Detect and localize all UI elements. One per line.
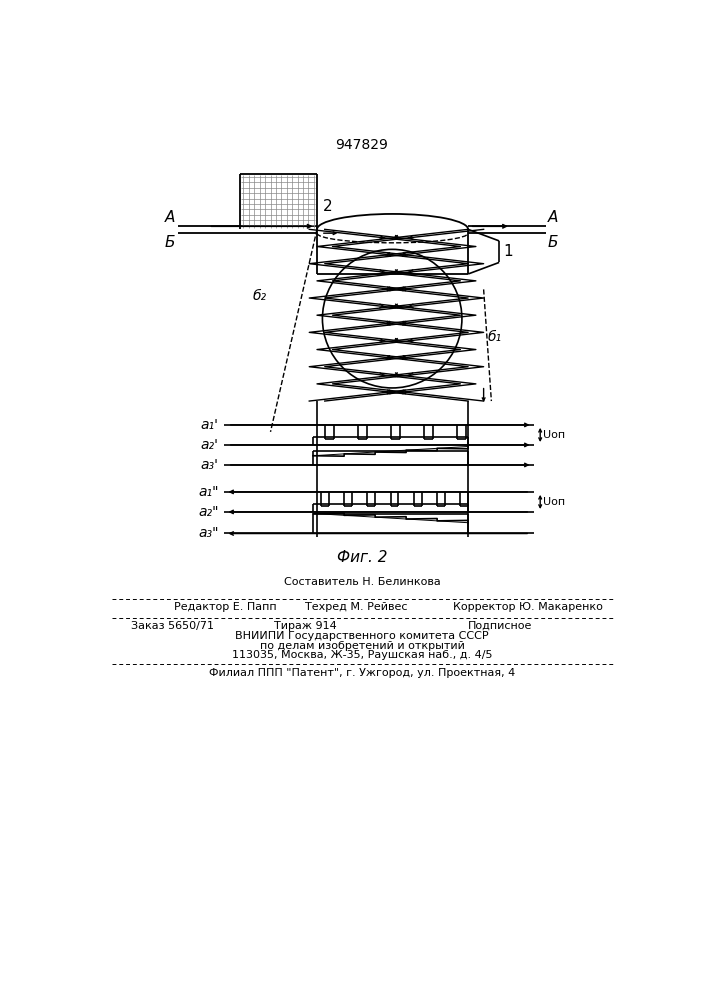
Text: ВНИИПИ Государственного комитета СССР: ВНИИПИ Государственного комитета СССР (235, 631, 489, 641)
Text: Филиал ППП "Патент", г. Ужгород, ул. Проектная, 4: Филиал ППП "Патент", г. Ужгород, ул. Про… (209, 668, 515, 678)
Text: Корректор Ю. Макаренко: Корректор Ю. Макаренко (452, 602, 602, 612)
Text: Б: Б (165, 235, 175, 250)
Text: Б: Б (548, 235, 559, 250)
Text: 1: 1 (503, 244, 513, 259)
Text: 113035, Москва, Ж-35, Раушская наб., д. 4/5: 113035, Москва, Ж-35, Раушская наб., д. … (232, 650, 492, 660)
Text: А: А (165, 210, 175, 225)
Text: а₂': а₂' (201, 438, 218, 452)
Text: 2: 2 (323, 199, 333, 214)
Text: Подписное: Подписное (468, 621, 532, 631)
Text: 947829: 947829 (336, 138, 388, 152)
Text: Составитель Н. Белинкова: Составитель Н. Белинкова (284, 577, 440, 587)
Text: Uоп: Uоп (543, 497, 566, 507)
Text: А: А (548, 210, 559, 225)
Text: по делам изобретений и открытий: по делам изобретений и открытий (259, 641, 464, 651)
Text: Заказ 5650/71: Заказ 5650/71 (131, 621, 214, 631)
Text: а₂": а₂" (198, 505, 218, 519)
Text: Фиг. 2: Фиг. 2 (337, 550, 387, 565)
Text: б₁: б₁ (488, 330, 502, 344)
Text: а₃': а₃' (201, 458, 218, 472)
Text: Uоп: Uоп (543, 430, 566, 440)
Text: Редактор Е. Папп: Редактор Е. Папп (174, 602, 276, 612)
Text: а₁': а₁' (201, 418, 218, 432)
Text: б₂: б₂ (252, 289, 267, 303)
Text: Тираж 914: Тираж 914 (274, 621, 337, 631)
Text: а₃": а₃" (198, 526, 218, 540)
Text: Техред М. Рейвес: Техред М. Рейвес (305, 602, 408, 612)
Text: а₁": а₁" (198, 485, 218, 499)
